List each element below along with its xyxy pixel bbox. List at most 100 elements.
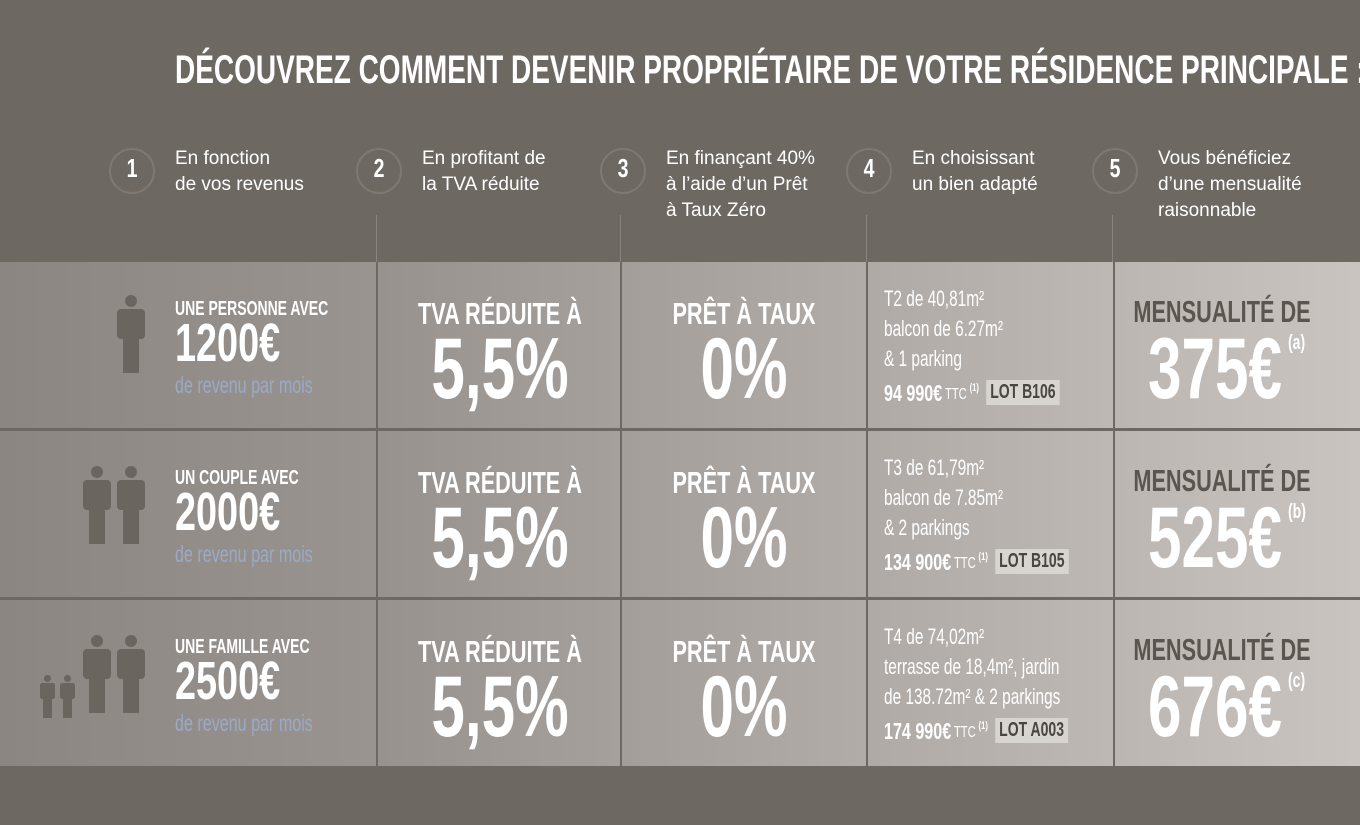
cell-bg bbox=[868, 431, 1113, 597]
person-legs bbox=[123, 337, 139, 373]
property-price-row: 134 900€ TTC (1) LOT B105 bbox=[884, 549, 1069, 576]
profile-amount: 2000€ bbox=[175, 482, 281, 542]
person-head bbox=[125, 466, 137, 478]
step-label: Vous bénéficiez bbox=[1158, 148, 1292, 169]
profile-lead: UN COUPLE AVEC bbox=[175, 467, 299, 489]
profile-note: de revenu par mois bbox=[175, 710, 313, 736]
cell-bg bbox=[378, 600, 620, 766]
person-body bbox=[117, 480, 145, 510]
person-head bbox=[125, 295, 137, 307]
monthly-amount: 676€ bbox=[1148, 659, 1282, 755]
property-ttc: TTC bbox=[953, 555, 976, 572]
person-head bbox=[125, 635, 137, 647]
tva-label: TVA RÉDUITE À bbox=[418, 634, 582, 669]
ptz-value: 0% bbox=[700, 659, 788, 755]
property-ref: (1) bbox=[969, 382, 979, 394]
person-legs bbox=[123, 677, 139, 713]
cell-bg bbox=[1115, 262, 1360, 428]
step-label: à Taux Zéro bbox=[666, 200, 766, 221]
cell-bg bbox=[622, 431, 866, 597]
step-number: 1 bbox=[126, 153, 138, 183]
monthly-label: MENSUALITÉ DE bbox=[1133, 294, 1311, 329]
person-head bbox=[91, 635, 103, 647]
property-lot: LOT B106 bbox=[985, 380, 1060, 405]
property-price-row: 174 990€ TTC (1) LOT A003 bbox=[884, 718, 1069, 745]
person-head bbox=[64, 675, 71, 682]
cell-bg bbox=[1115, 600, 1360, 766]
property-price-row: 94 990€ TTC (1) LOT B106 bbox=[884, 380, 1060, 407]
divider bbox=[376, 215, 377, 262]
monthly-amount: 375€ bbox=[1148, 321, 1282, 417]
ptz-label: PRÊT À TAUX bbox=[672, 634, 816, 669]
step-circle bbox=[600, 148, 646, 194]
divider bbox=[866, 215, 867, 262]
divider bbox=[620, 215, 621, 262]
person-head bbox=[44, 675, 51, 682]
tva-label: TVA RÉDUITE À bbox=[418, 465, 582, 500]
person-body bbox=[117, 649, 145, 679]
step-number: 4 bbox=[863, 153, 875, 183]
step-circle bbox=[356, 148, 402, 194]
property-line: & 2 parkings bbox=[884, 515, 970, 540]
property-lot: LOT A003 bbox=[994, 718, 1069, 743]
property-line: T2 de 40,81m² bbox=[884, 286, 985, 311]
person-legs bbox=[89, 508, 105, 544]
cell-bg bbox=[622, 262, 866, 428]
divider bbox=[1112, 215, 1113, 262]
cell-bg bbox=[1115, 431, 1360, 597]
ptz-label: PRÊT À TAUX bbox=[672, 296, 816, 331]
monthly-ref: (c) bbox=[1288, 670, 1306, 692]
person-head bbox=[91, 466, 103, 478]
person-legs bbox=[63, 698, 73, 718]
step-label: de vos revenus bbox=[175, 174, 304, 195]
property-line: balcon de 6.27m² bbox=[884, 316, 1003, 341]
step-label: la TVA réduite bbox=[422, 174, 540, 195]
monthly-ref: (a) bbox=[1288, 332, 1306, 354]
cell-bg bbox=[378, 431, 620, 597]
tva-value: 5,5% bbox=[431, 321, 569, 417]
step-circle bbox=[846, 148, 892, 194]
profile-note: de revenu par mois bbox=[175, 541, 313, 567]
step-label: En profitant de bbox=[422, 148, 546, 169]
person-legs bbox=[43, 698, 53, 718]
monthly-label: MENSUALITÉ DE bbox=[1133, 632, 1311, 667]
step-number: 5 bbox=[1109, 153, 1121, 183]
tva-label: TVA RÉDUITE À bbox=[418, 296, 582, 331]
property-price: 94 990€ bbox=[884, 380, 943, 406]
step-number: 3 bbox=[617, 153, 629, 183]
person-legs bbox=[123, 508, 139, 544]
property-ref: (1) bbox=[978, 551, 988, 563]
property-lot: LOT B105 bbox=[994, 549, 1069, 574]
cell-bg bbox=[0, 431, 376, 597]
profile-lead: UNE PERSONNE AVEC bbox=[175, 298, 329, 320]
step-circle bbox=[1092, 148, 1138, 194]
step-label: En fonction bbox=[175, 148, 271, 169]
property-line: balcon de 7.85m² bbox=[884, 485, 1003, 510]
monthly-label: MENSUALITÉ DE bbox=[1133, 463, 1311, 498]
profile-lead: UNE FAMILLE AVEC bbox=[175, 636, 310, 658]
step-label: un bien adapté bbox=[912, 174, 1038, 195]
step-circle bbox=[109, 148, 155, 194]
person-body bbox=[83, 649, 111, 679]
ptz-label: PRÊT À TAUX bbox=[672, 465, 816, 500]
person-body bbox=[117, 309, 145, 339]
cell-bg bbox=[868, 600, 1113, 766]
ptz-value: 0% bbox=[700, 490, 788, 586]
property-line: & 1 parking bbox=[884, 346, 962, 371]
monthly-amount: 525€ bbox=[1148, 490, 1282, 586]
property-ttc: TTC bbox=[944, 386, 967, 403]
person-body bbox=[40, 682, 56, 700]
ptz-value: 0% bbox=[700, 321, 788, 417]
step-label: En choisissant bbox=[912, 148, 1035, 169]
cell-bg bbox=[622, 600, 866, 766]
person-legs bbox=[89, 677, 105, 713]
property-line: terrasse de 18,4m², jardin bbox=[884, 654, 1060, 679]
monthly-ref: (b) bbox=[1288, 501, 1306, 523]
title: DÉCOUVREZ COMMENT DEVENIR PROPRIÉTAIRE D… bbox=[175, 48, 1360, 92]
property-price: 134 900€ bbox=[884, 549, 952, 575]
property-line: de 138.72m² & 2 parkings bbox=[884, 684, 1061, 709]
profile-amount: 2500€ bbox=[175, 651, 281, 711]
step-label: raisonnable bbox=[1158, 200, 1257, 221]
step-label: d’une mensualité bbox=[1158, 174, 1302, 195]
